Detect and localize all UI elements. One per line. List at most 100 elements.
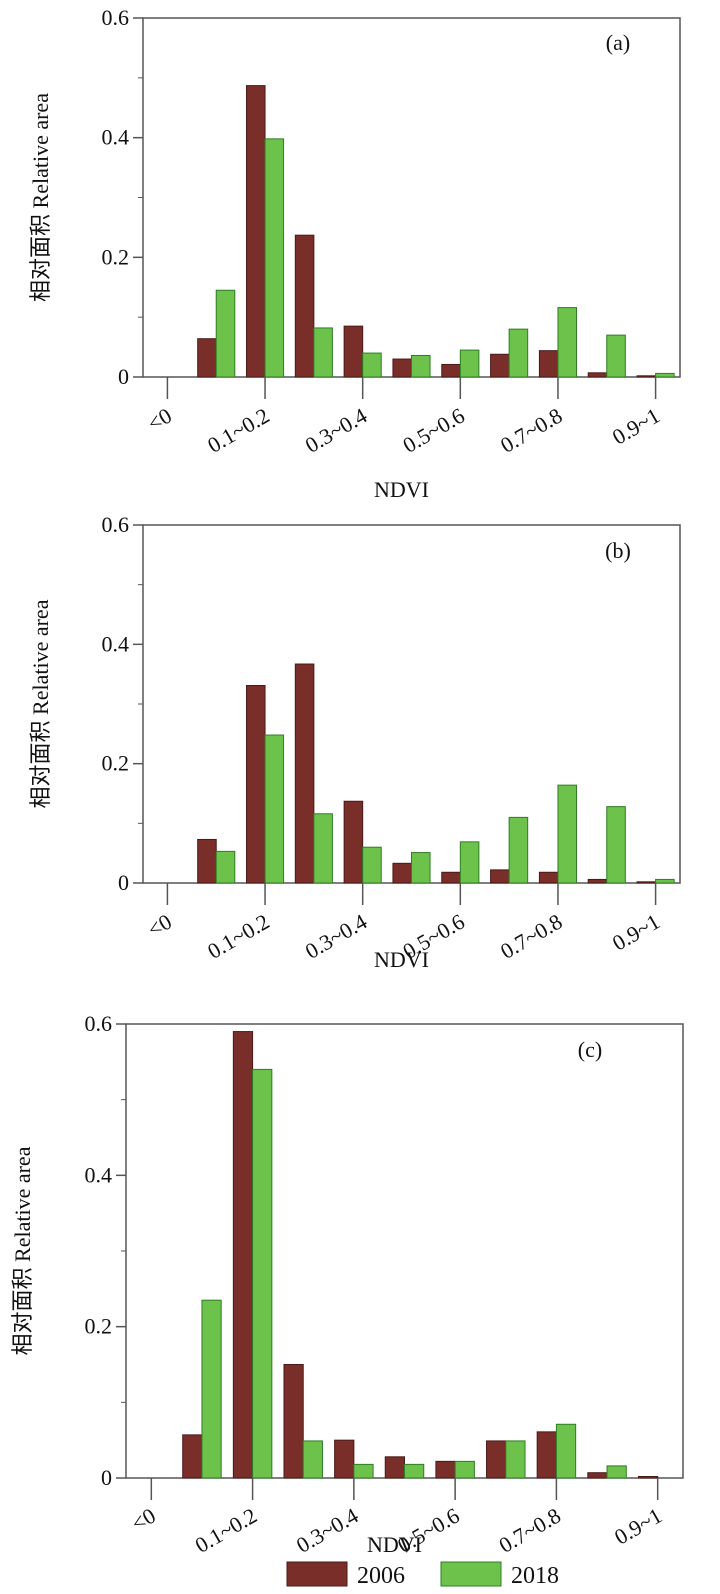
x-tick-label: 0.3~0.4 — [301, 909, 371, 964]
bar-2006-7 — [486, 1440, 507, 1479]
bar-2018-6 — [459, 841, 480, 884]
x-tick-label: 0.1~0.2 — [203, 403, 273, 458]
x-tick-label: 0.9~1 — [608, 909, 664, 956]
bar-2006-5 — [392, 358, 413, 378]
bar-2006-10 — [637, 1475, 659, 1479]
bar-2018-9 — [606, 806, 626, 884]
x-axis-title: NDVI — [374, 947, 429, 972]
x-tick-label: 0.7~0.8 — [496, 909, 566, 964]
x-tick-label: 0.7~0.8 — [494, 1503, 564, 1558]
bar-2018-9 — [606, 334, 626, 378]
bar-2018-10 — [655, 372, 675, 378]
bar-2018-4 — [353, 1463, 374, 1479]
bar-2006-3 — [294, 234, 315, 378]
bar-2018-8 — [557, 307, 578, 378]
legend-swatch-2006 — [286, 1561, 348, 1587]
bar-2006-6 — [435, 1460, 456, 1479]
x-tick-label: 0.9~1 — [610, 1503, 666, 1550]
legend-swatch-2018 — [440, 1561, 502, 1587]
x-tick-label: 0.1~0.2 — [191, 1503, 261, 1558]
bar-2018-7 — [508, 328, 529, 378]
bar-2018-8 — [557, 784, 578, 884]
y-tick-label: 0.6 — [102, 5, 130, 30]
bar-2006-4 — [343, 325, 364, 378]
y-tick-label: 0 — [118, 364, 129, 389]
x-tick-label: <0 — [143, 403, 176, 436]
y-axis-title: 相对面积 Relative area — [28, 93, 53, 302]
x-tick-label: 0.7~0.8 — [496, 403, 566, 458]
bar-2006-5 — [392, 862, 413, 884]
bar-2006-10 — [636, 375, 657, 378]
bar-2006-2 — [245, 85, 266, 378]
bar-2018-1 — [215, 850, 236, 884]
bar-2006-6 — [441, 363, 461, 378]
y-tick-label: 0 — [101, 1465, 112, 1490]
x-tick-label: <0 — [143, 909, 176, 942]
bar-2006-9 — [587, 372, 608, 378]
x-axis-title: NDVI — [367, 1532, 422, 1557]
bar-2018-7 — [508, 816, 529, 884]
bar-2018-9 — [606, 1465, 627, 1479]
x-tick-label: 0.9~1 — [608, 403, 664, 450]
x-tick-label: <0 — [127, 1503, 160, 1536]
bar-2006-1 — [197, 338, 217, 378]
bar-2018-4 — [362, 352, 382, 378]
y-tick-label: 0.2 — [102, 244, 130, 269]
panel-label: (c) — [578, 1037, 602, 1062]
x-tick-label: 0.3~0.4 — [301, 403, 371, 458]
bar-2006-4 — [334, 1439, 355, 1479]
bar-2006-9 — [587, 1472, 608, 1479]
panel-label: (b) — [605, 538, 631, 563]
bar-2006-7 — [490, 353, 510, 378]
legend-label-2018: 2018 — [511, 1563, 559, 1589]
bar-2018-5 — [411, 354, 431, 378]
x-tick-label: 0.3~0.4 — [292, 1503, 362, 1558]
y-tick-label: 0.4 — [85, 1162, 113, 1187]
bar-2018-1 — [215, 289, 236, 378]
bar-2018-3 — [313, 327, 333, 378]
y-axis-title: 相对面积 Relative area — [10, 1146, 35, 1355]
y-tick-label: 0.6 — [102, 512, 130, 537]
bar-2006-8 — [536, 1431, 557, 1479]
bar-2006-2 — [232, 1031, 254, 1479]
bar-2006-9 — [587, 878, 608, 884]
y-tick-label: 0.4 — [102, 125, 130, 150]
bar-2006-7 — [490, 869, 510, 884]
panel-label: (a) — [606, 30, 630, 55]
y-tick-label: 0 — [118, 870, 129, 895]
bar-2018-8 — [555, 1423, 577, 1479]
bar-2018-2 — [264, 734, 285, 884]
bar-2018-4 — [362, 846, 382, 884]
bar-2018-3 — [313, 813, 333, 884]
bar-2006-4 — [343, 800, 364, 884]
legend-label-2006: 2006 — [357, 1563, 405, 1589]
bar-2006-2 — [245, 685, 266, 884]
bar-2006-6 — [441, 871, 461, 884]
y-axis-title: 相对面积 Relative area — [28, 599, 53, 808]
bar-2006-8 — [538, 350, 559, 378]
x-tick-label: 0.5~0.6 — [398, 403, 468, 458]
bar-2006-3 — [283, 1364, 304, 1479]
bar-2006-10 — [636, 881, 657, 884]
bar-2018-1 — [201, 1299, 222, 1479]
bar-2006-8 — [538, 871, 559, 884]
bar-2018-7 — [505, 1440, 526, 1479]
bar-2018-2 — [252, 1068, 273, 1479]
y-tick-label: 0.6 — [85, 1011, 113, 1036]
bar-2006-1 — [197, 838, 217, 884]
y-tick-label: 0.4 — [102, 631, 130, 656]
bar-2018-2 — [264, 138, 285, 378]
bar-2018-3 — [302, 1440, 323, 1479]
bar-2018-5 — [404, 1463, 425, 1479]
plot-frame — [142, 524, 681, 884]
y-tick-label: 0.2 — [85, 1314, 113, 1339]
bar-2018-6 — [459, 349, 480, 378]
bar-2006-1 — [182, 1434, 203, 1479]
bar-2018-6 — [454, 1460, 475, 1479]
x-tick-label: 0.1~0.2 — [203, 909, 273, 964]
y-tick-label: 0.2 — [102, 751, 130, 776]
bar-2006-5 — [384, 1456, 405, 1479]
bar-2018-5 — [411, 852, 431, 884]
